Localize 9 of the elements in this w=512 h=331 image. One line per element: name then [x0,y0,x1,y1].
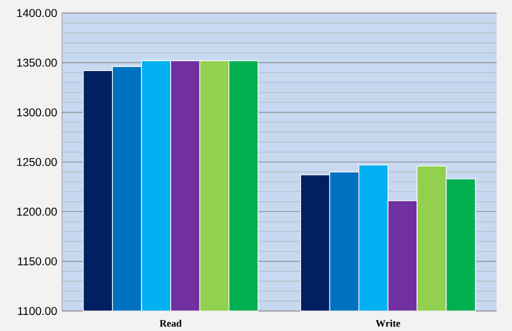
y-tick-label: 1400.00 [17,8,57,17]
y-tick-label: 1200.00 [17,208,57,216]
x-tick-label: Read [160,320,182,327]
y-tick-label: 1300.00 [17,108,57,116]
y-tick-label: 1350.00 [17,58,57,67]
y-tick-label: 1100.00 [18,306,57,315]
y-tick-label: 1150.00 [18,257,57,266]
y-tick-label: 1250.00 [17,158,57,166]
x-tick-label: Write [376,320,400,327]
